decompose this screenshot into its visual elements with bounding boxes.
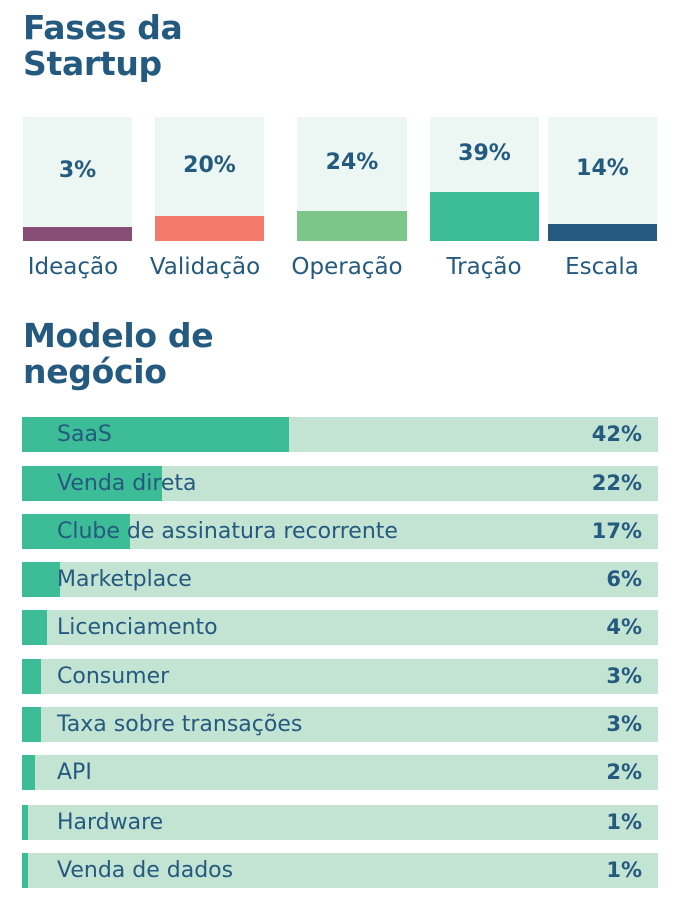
business-model-value: 6% [606, 567, 642, 591]
business-model-value: 3% [606, 664, 642, 688]
business-model-row: Consumer 3% [22, 659, 658, 694]
business-model-value: 22% [591, 471, 642, 495]
phase-category-label: Tração [446, 254, 522, 280]
business-model-label: SaaS [57, 422, 112, 447]
business-model-value: 2% [606, 760, 642, 784]
business-model-bar [22, 610, 48, 645]
phase-bar [23, 227, 132, 241]
business-model-row: Taxa sobre transações 3% [22, 707, 658, 742]
phase-box: 3% [23, 117, 132, 241]
phase-bar [297, 211, 407, 241]
business-model-value: 17% [591, 519, 642, 543]
business-model-label: Licenciamento [57, 615, 218, 640]
business-model-row: Hardware 1% [22, 805, 658, 840]
phase-value-label: 3% [58, 158, 97, 183]
business-model-label: Taxa sobre transações [57, 712, 303, 737]
business-model-bar [22, 755, 35, 790]
business-model-label: API [57, 760, 92, 785]
business-model-title: Modelo de negócio [23, 316, 214, 391]
business-model-label: Consumer [57, 664, 170, 689]
phase-bar [548, 223, 657, 241]
business-model-value: 1% [606, 810, 642, 834]
phase-bar [430, 192, 539, 241]
phases-title-line1: Fases da [23, 8, 183, 47]
business-model-bar [22, 805, 29, 840]
phase-category-label: Escala [565, 254, 639, 280]
business-model-label: Clube de assinatura recorrente [57, 519, 398, 544]
business-model-row: SaaS 42% [22, 417, 658, 452]
business-model-bar [22, 514, 131, 549]
business-model-bar [22, 417, 290, 452]
business-model-row: Venda direta 22% [22, 466, 658, 501]
phase-category-label: Ideação [27, 254, 119, 280]
phase-box: 14% [548, 117, 657, 241]
business-model-bar [22, 707, 42, 742]
business-model-row: Venda de dados 1% [22, 853, 658, 888]
business-model-row: Marketplace 6% [22, 562, 658, 597]
business-model-value: 4% [606, 615, 642, 639]
business-model-label: Venda de dados [57, 858, 234, 883]
phase-category-label: Operação [291, 254, 403, 280]
phase-category-label: Validação [149, 254, 261, 280]
phase-box: 20% [155, 117, 264, 241]
business-model-label: Hardware [57, 810, 164, 835]
business-model-label: Marketplace [57, 567, 192, 592]
business-model-bar [22, 659, 42, 694]
phase-bar [155, 216, 264, 241]
phase-value-label: 14% [576, 156, 629, 182]
phases-title-line2: Startup [23, 44, 162, 83]
phase-box: 39% [430, 117, 539, 241]
business-model-row: Licenciamento 4% [22, 610, 658, 645]
business-model-value: 42% [591, 422, 642, 446]
business-model-row: API 2% [22, 755, 658, 790]
business-model-bar [22, 853, 29, 888]
business-model-label: Venda direta [57, 471, 197, 496]
business-model-value: 3% [606, 712, 642, 736]
business-model-bar [22, 562, 61, 597]
phase-box: 24% [297, 117, 407, 241]
phase-value-label: 24% [325, 150, 379, 175]
business-model-value: 1% [606, 858, 642, 882]
phases-title: Fases da Startup [23, 10, 183, 82]
phase-value-label: 39% [458, 140, 511, 166]
business-model-title-line1: Modelo de [23, 316, 214, 355]
business-model-title-line2: negócio [23, 352, 167, 391]
phase-value-label: 20% [183, 152, 236, 178]
business-model-row: Clube de assinatura recorrente 17% [22, 514, 658, 549]
business-model-bar [22, 466, 162, 501]
